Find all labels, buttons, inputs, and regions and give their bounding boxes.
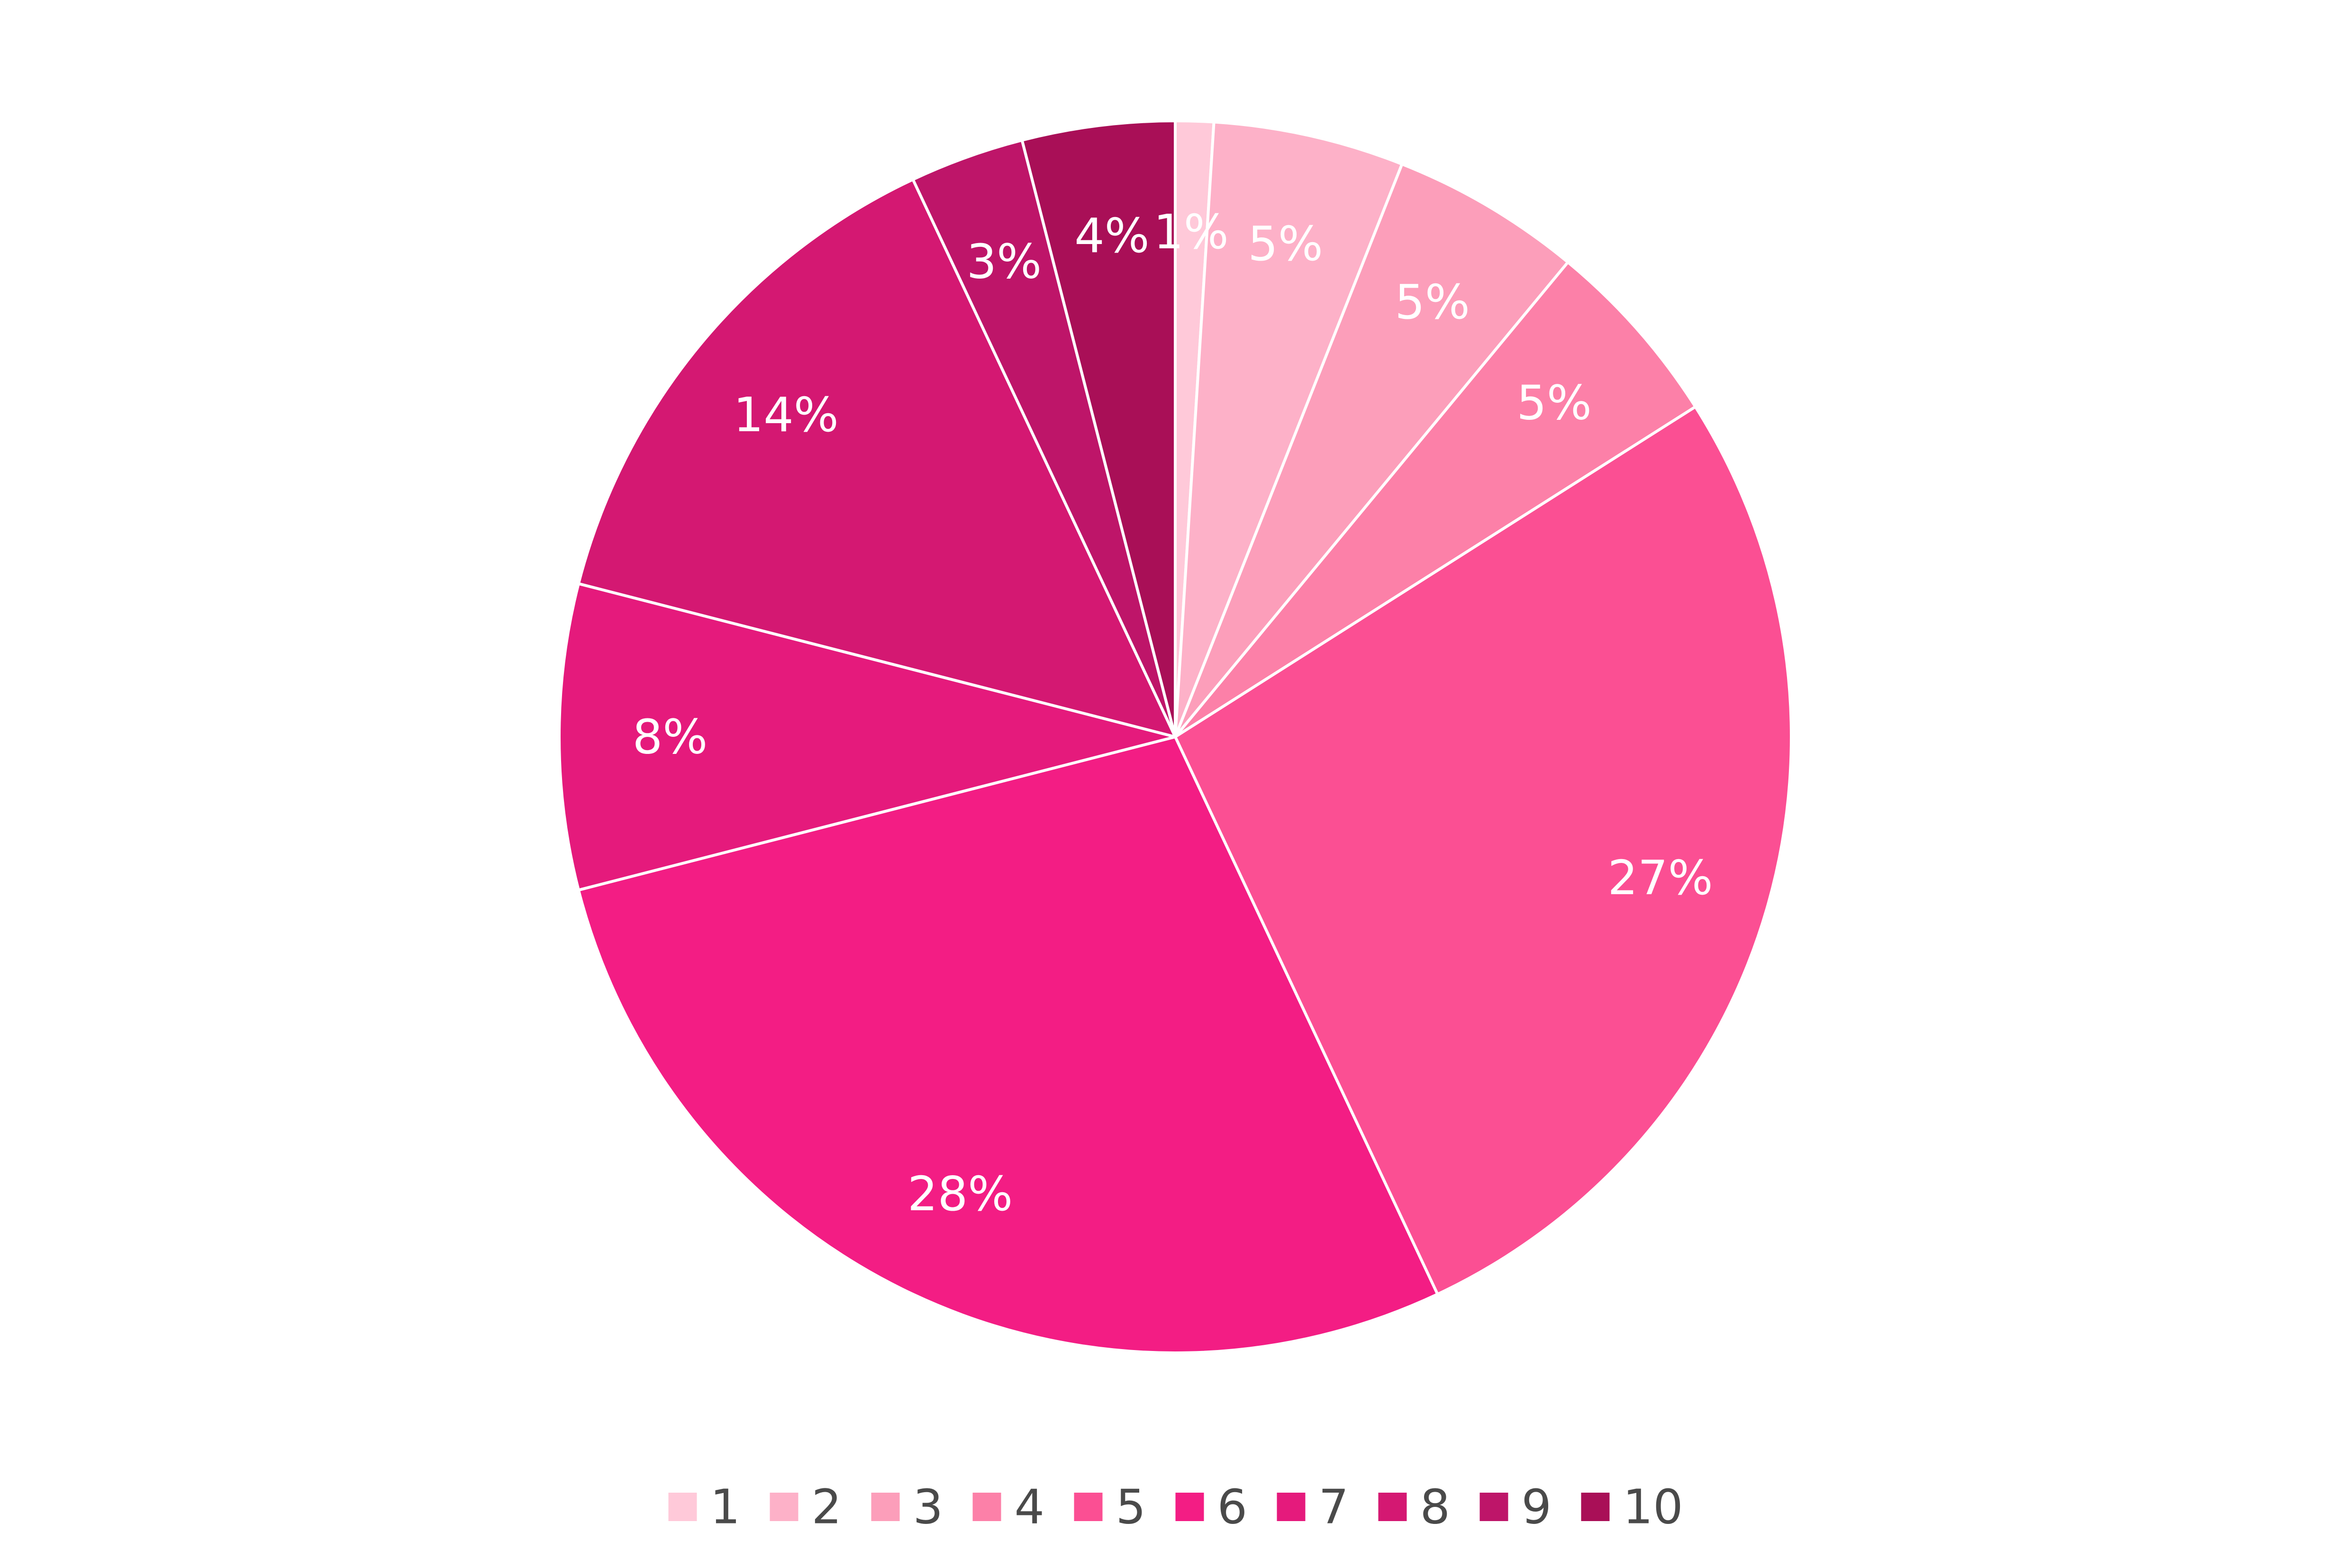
legend-swatch-5 xyxy=(1074,1493,1103,1521)
pie-slices xyxy=(557,119,1793,1354)
legend-item-3: 3 xyxy=(871,1479,944,1535)
slice-label-4: 5% xyxy=(1516,375,1592,431)
legend-swatch-4 xyxy=(972,1493,1001,1521)
legend-label-1: 1 xyxy=(710,1479,741,1535)
legend-label-9: 9 xyxy=(1522,1479,1552,1535)
slice-label-5: 27% xyxy=(1608,850,1713,906)
pie-slice-5 xyxy=(1174,405,1793,1296)
slice-label-3: 5% xyxy=(1395,274,1470,330)
legend-swatch-2 xyxy=(770,1493,798,1521)
legend-item-9: 9 xyxy=(1479,1479,1552,1535)
legend-swatch-7 xyxy=(1277,1493,1306,1521)
legend-label-8: 8 xyxy=(1420,1479,1451,1535)
legend-item-2: 2 xyxy=(770,1479,842,1535)
legend-swatch-3 xyxy=(871,1493,900,1521)
slice-label-10: 4% xyxy=(1074,208,1150,263)
legend-swatch-10 xyxy=(1581,1493,1610,1521)
pie-slice-3 xyxy=(1174,163,1570,738)
slice-label-8: 14% xyxy=(734,387,839,443)
legend-item-10: 10 xyxy=(1581,1479,1683,1535)
legend-swatch-8 xyxy=(1378,1493,1407,1521)
slice-label-9: 3% xyxy=(967,234,1042,290)
legend-item-1: 1 xyxy=(668,1479,741,1535)
pie-slice-6 xyxy=(577,735,1439,1354)
pie-slice-8 xyxy=(577,178,1177,738)
legend-item-6: 6 xyxy=(1175,1479,1248,1535)
legend-label-5: 5 xyxy=(1116,1479,1146,1535)
pie-slice-4 xyxy=(1174,261,1697,738)
slice-label-7: 8% xyxy=(633,709,708,765)
pie-slice-2 xyxy=(1174,120,1404,738)
legend-label-10: 10 xyxy=(1623,1479,1683,1535)
pie-slice-7 xyxy=(557,582,1177,892)
legend-swatch-6 xyxy=(1175,1493,1204,1521)
legend-label-4: 4 xyxy=(1015,1479,1045,1535)
legend-label-7: 7 xyxy=(1319,1479,1349,1535)
pie-slice-9 xyxy=(911,138,1177,738)
legend-swatch-1 xyxy=(668,1493,697,1521)
legend-label-6: 6 xyxy=(1217,1479,1248,1535)
legend-item-7: 7 xyxy=(1277,1479,1349,1535)
legend-item-5: 5 xyxy=(1074,1479,1146,1535)
slice-label-6: 28% xyxy=(907,1166,1013,1222)
pie-slice-labels: 1% 5% 5% 5% 27% 28% 8% 14% 3% 4% xyxy=(633,204,1713,1222)
legend-label-3: 3 xyxy=(913,1479,944,1535)
legend: 1 2 3 4 5 6 7 8 9 10 xyxy=(668,1479,1683,1535)
slice-label-2: 5% xyxy=(1248,216,1323,272)
legend-item-4: 4 xyxy=(972,1479,1045,1535)
legend-item-8: 8 xyxy=(1378,1479,1451,1535)
legend-swatch-9 xyxy=(1479,1493,1508,1521)
pie-slice-10 xyxy=(1020,119,1177,738)
slice-label-1: 1% xyxy=(1153,204,1229,260)
legend-label-2: 2 xyxy=(812,1479,842,1535)
